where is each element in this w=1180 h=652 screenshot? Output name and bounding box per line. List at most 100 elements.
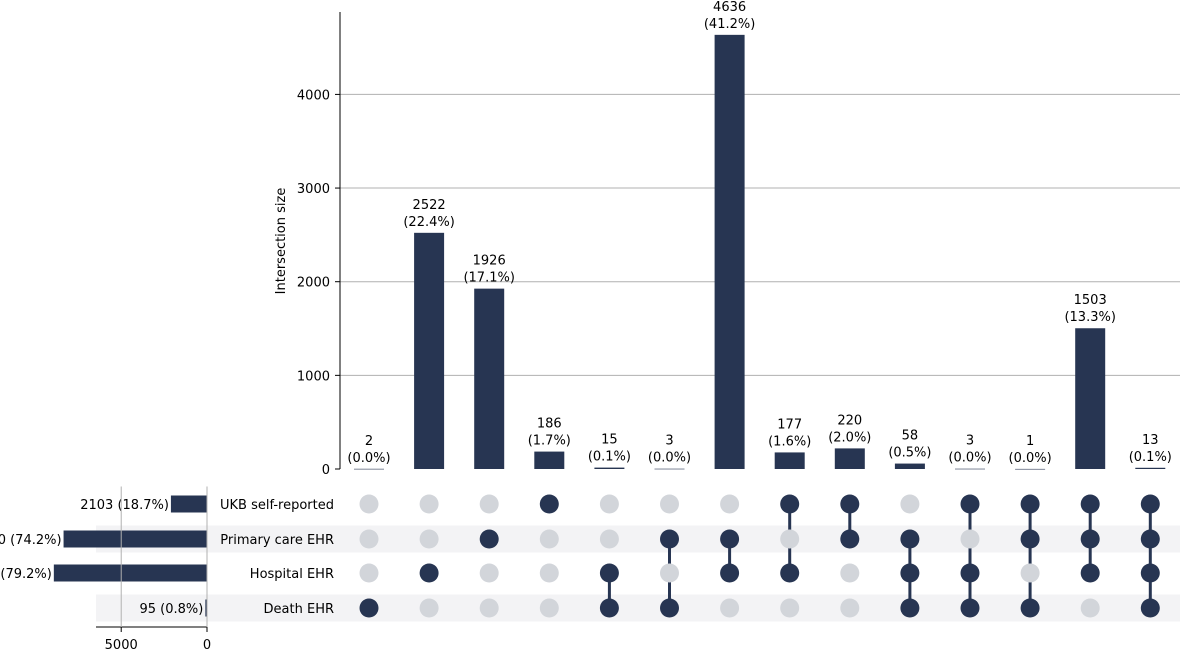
intersection-count-label: 1926	[473, 254, 506, 269]
matrix-dot-inactive	[539, 563, 559, 583]
set-size-axis: 5000 0	[96, 486, 211, 652]
y-tick-label: 2000	[297, 276, 330, 291]
intersection-count-label: 2522	[413, 198, 446, 213]
matrix-dot-inactive	[780, 598, 800, 618]
matrix-dot-inactive	[599, 529, 619, 549]
matrix-dot-inactive	[359, 494, 379, 514]
set-name-label: Primary care EHR	[220, 533, 334, 548]
matrix-dot-active	[1140, 494, 1160, 514]
matrix-dot-inactive	[720, 598, 740, 618]
intersection-bar	[654, 468, 685, 470]
matrix-dot-inactive	[900, 494, 920, 514]
matrix-dot-inactive	[479, 494, 499, 514]
y-tick-label: 3000	[297, 182, 330, 197]
matrix-dot-inactive	[720, 494, 740, 514]
intersection-bar	[474, 288, 505, 469]
set-name-label: Hospital EHR	[250, 567, 334, 582]
matrix-dot-active	[900, 529, 920, 549]
intersection-bar	[414, 232, 445, 469]
intersection-percent-label: (22.4%)	[403, 215, 454, 230]
matrix-dot-active	[780, 494, 800, 514]
intersection-bar	[1075, 328, 1106, 469]
matrix-dot-active	[900, 598, 920, 618]
intersection-count-label: 3	[966, 434, 974, 449]
matrix-dot-inactive	[479, 563, 499, 583]
set-size-bar	[53, 564, 207, 582]
intersection-count-label: 177	[777, 417, 802, 432]
matrix-dot-inactive	[660, 494, 679, 514]
y-tick-label: 4000	[297, 88, 330, 103]
set-size-bar	[63, 530, 208, 548]
intersection-percent-label: (41.2%)	[704, 17, 755, 32]
intersection-count-label: 1503	[1074, 293, 1107, 308]
set-size-bar	[205, 599, 207, 617]
matrix-dot-active	[960, 563, 980, 583]
intersection-percent-label: (0.5%)	[888, 446, 931, 461]
matrix-row-stripes	[96, 525, 1180, 622]
y-tick-label: 0	[322, 463, 330, 478]
matrix-dot-active	[720, 563, 740, 583]
intersection-bar	[714, 34, 745, 469]
intersection-percent-label: (2.0%)	[828, 430, 871, 445]
matrix-dot-active	[1020, 529, 1040, 549]
intersection-percent-label: (0.1%)	[1129, 450, 1172, 465]
matrix-dot-active	[1020, 494, 1040, 514]
membership-matrix	[359, 494, 1160, 618]
set-size-bar	[170, 495, 207, 513]
intersection-percent-label: (0.1%)	[588, 450, 631, 465]
matrix-dot-inactive	[840, 598, 860, 618]
intersection-bar	[774, 452, 805, 469]
matrix-dot-inactive	[359, 529, 379, 549]
matrix-dot-inactive	[539, 529, 559, 549]
matrix-dot-active	[1140, 529, 1160, 549]
matrix-dot-inactive	[660, 563, 679, 583]
intersection-percent-label: (17.1%)	[463, 271, 514, 286]
matrix-dot-active	[960, 598, 980, 618]
matrix-dot-inactive	[780, 529, 800, 549]
intersection-percent-label: (1.6%)	[768, 434, 811, 449]
matrix-dot-inactive	[1020, 563, 1040, 583]
matrix-dot-active	[1080, 529, 1100, 549]
set-name-label: Death EHR	[264, 602, 334, 617]
intersection-bar-labels: 2(0.0%)2522(22.4%)1926(17.1%)186(1.7%) 15…	[347, 0, 1171, 466]
intersection-count-label: 15	[601, 433, 618, 448]
matrix-dot-active	[960, 494, 980, 514]
set-axis-tick-label: 0	[203, 638, 211, 652]
matrix-dot-active	[419, 563, 439, 583]
matrix-dot-active	[900, 563, 920, 583]
matrix-row-stripe	[96, 525, 1180, 553]
matrix-dot-active	[1020, 598, 1040, 618]
y-tick-label: 1000	[297, 369, 330, 384]
matrix-dot-inactive	[840, 563, 860, 583]
intersection-count-label: 2	[365, 434, 373, 449]
intersection-percent-label: (1.7%)	[528, 434, 571, 449]
intersection-percent-label: (13.3%)	[1064, 310, 1115, 325]
intersection-count-label: 13	[1142, 433, 1159, 448]
set-axis-tick-label: 5000	[105, 638, 138, 652]
intersection-bar	[1135, 467, 1166, 469]
intersection-count-label: 220	[837, 413, 862, 428]
intersection-percent-label: (0.0%)	[1009, 451, 1052, 466]
set-size-label: 8360 (74.2%)	[0, 533, 62, 548]
intersection-bar	[534, 451, 565, 469]
set-size-label: 2103 (18.7%)	[80, 498, 169, 513]
matrix-dot-inactive	[479, 598, 499, 618]
y-axis: 0 1000 2000 3000 4000	[297, 12, 341, 478]
intersection-count-label: 186	[537, 417, 562, 432]
matrix-dot-active	[599, 598, 619, 618]
intersection-count-label: 1	[1026, 434, 1034, 449]
set-name-label: UKB self-reported	[220, 498, 334, 513]
intersection-count-label: 58	[902, 429, 919, 444]
matrix-dot-active	[780, 563, 800, 583]
matrix-dot-inactive	[1080, 598, 1100, 618]
matrix-dot-inactive	[599, 494, 619, 514]
matrix-dot-active	[1080, 494, 1100, 514]
intersection-percent-label: (0.0%)	[948, 451, 991, 466]
intersection-bar	[834, 448, 865, 469]
intersection-bar	[594, 467, 625, 469]
matrix-dot-active	[660, 598, 679, 618]
matrix-dot-active	[479, 529, 499, 549]
matrix-dot-active	[840, 529, 860, 549]
gridlines	[340, 93, 1180, 376]
